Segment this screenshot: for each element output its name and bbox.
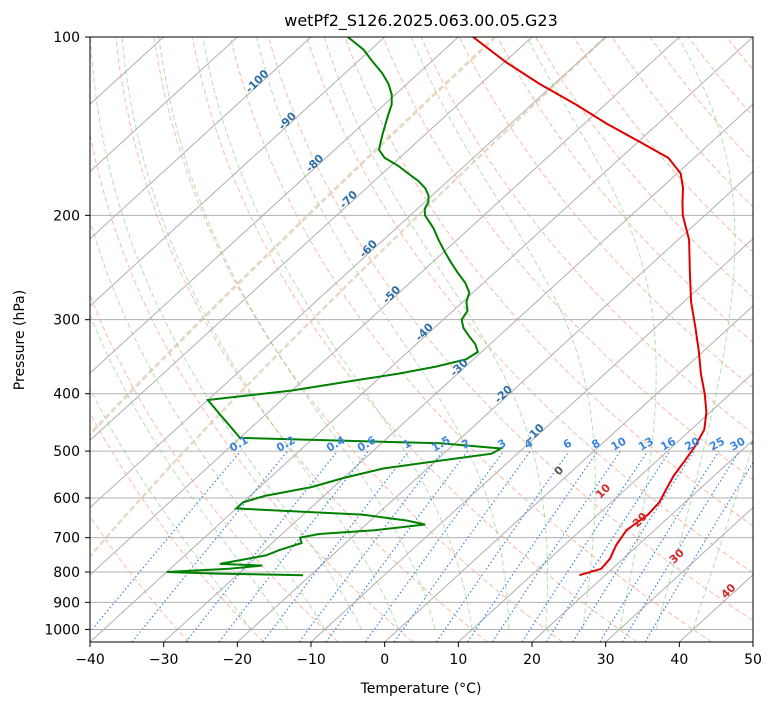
- y-tick-label: 200: [53, 208, 80, 224]
- mixing-ratio-line: [298, 450, 444, 642]
- moist-adiabat-line: [121, 37, 399, 630]
- mixing-ratio-line: [466, 450, 599, 642]
- mixing-ratio-line: [262, 450, 410, 642]
- moist-adiabat-line: [90, 37, 363, 630]
- mixing-ratio-line: [521, 450, 649, 642]
- mixing-ratio-label: 36: [748, 434, 768, 453]
- moist-adiabat-line: [90, 313, 289, 630]
- x-tick-label: 0: [380, 652, 389, 668]
- x-tick-label: −20: [223, 652, 253, 668]
- dry-adiabat-line: [382, 37, 753, 481]
- auxiliary-adiabat-line: [90, 37, 497, 437]
- isotherm-line: [90, 37, 680, 576]
- mixing-ratio-line: [435, 450, 570, 642]
- y-tick-label: 400: [53, 387, 80, 403]
- mixing-ratio-line: [621, 450, 740, 642]
- isotherm-line: [90, 37, 533, 442]
- x-tick-label: 20: [523, 652, 541, 668]
- mixing-ratio-line: [325, 450, 468, 642]
- y-tick-label: 600: [53, 491, 80, 507]
- moist-adiabat-line: [655, 37, 736, 630]
- isotherm-line: [90, 37, 459, 374]
- y-tick-label: 1000: [44, 622, 80, 638]
- x-tick-label: 40: [670, 652, 688, 668]
- y-tick-label: 300: [53, 313, 80, 329]
- mixing-ratio-line: [491, 450, 621, 642]
- isotherm-line: [531, 439, 753, 642]
- x-tick-label: 10: [449, 652, 467, 668]
- x-tick-label: −30: [149, 652, 179, 668]
- mixing-ratio-line: [572, 450, 695, 642]
- profile-lines: [166, 37, 708, 577]
- mixing-ratio-lines: [90, 450, 753, 642]
- mixing-ratio-line: [393, 450, 531, 642]
- moist-adiabat-line: [692, 443, 753, 630]
- dry-adiabat-line: [191, 37, 638, 642]
- dry-adiabat-line: [344, 37, 753, 527]
- moist-adiabat-line: [526, 37, 657, 630]
- isotherm-line: [90, 37, 386, 307]
- isotherm-line: [384, 305, 753, 642]
- mixing-ratio-line: [131, 450, 289, 642]
- isotherm-line: [236, 170, 753, 642]
- isotherm-line: [163, 103, 753, 642]
- dry-adiabat-line: [420, 37, 753, 435]
- dry-adiabat-line: [306, 37, 753, 574]
- plot-frame: [89, 36, 754, 643]
- isotherm-line: [90, 37, 238, 173]
- moist-adiabat-line: [256, 37, 510, 630]
- y-tick-label: 500: [53, 444, 80, 460]
- isotherm-line: [605, 506, 753, 642]
- x-axis: −40 −30 −20 −10 0 10 20 30 40 50: [75, 642, 762, 668]
- dry-adiabat-line: [90, 131, 414, 642]
- isotherm-line: [90, 37, 753, 642]
- y-tick-label: 800: [53, 565, 80, 581]
- moist-adiabat-line: [90, 218, 326, 630]
- dry-adiabat-line: [535, 37, 753, 298]
- auxiliary-adiabat-line: [90, 37, 607, 559]
- x-tick-label: 30: [597, 652, 615, 668]
- dry-adiabat-line: [229, 37, 712, 642]
- moist-adiabat-line: [323, 37, 548, 630]
- mixing-ratio-line: [364, 450, 505, 642]
- chart-title: wetPf2_S126.2025.063.00.05.G23: [284, 11, 558, 31]
- isotherm-line: [457, 372, 753, 642]
- isotherm-line: [90, 37, 607, 509]
- y-tick-label: 900: [53, 595, 80, 611]
- mixing-ratio-line: [185, 450, 339, 642]
- x-tick-label: −10: [296, 652, 326, 668]
- mixing-ratio-line: [545, 450, 671, 642]
- x-tick-label: −40: [75, 652, 105, 668]
- mixing-ratio-line: [90, 450, 242, 633]
- x-tick-label: 50: [744, 652, 762, 668]
- y-axis: 100 200 300 400 500 600 700 800 900 1000: [44, 30, 90, 638]
- dry-adiabat-line: [153, 37, 563, 642]
- plot-area: 0.10.20.40.611.52346810131620253036-100-…: [90, 37, 768, 642]
- dry-adiabat-line: [90, 412, 264, 642]
- pressure-gridlines: [90, 37, 753, 630]
- moist-adiabat-line: [411, 37, 596, 630]
- temperature-profile-line: [472, 37, 708, 577]
- moist-adiabat-lines: [90, 37, 753, 630]
- moist-adiabat-line: [158, 37, 436, 630]
- isotherm-line: [90, 37, 312, 240]
- dry-adiabat-line: [268, 37, 753, 622]
- y-tick-label: 100: [53, 30, 80, 46]
- dewpoint-profile-line: [166, 37, 505, 577]
- dry-adiabat-line: [496, 37, 753, 344]
- x-axis-label: Temperature (°C): [360, 681, 482, 697]
- moist-adiabat-line: [202, 37, 473, 630]
- moist-adiabat-line: [90, 387, 252, 630]
- dry-adiabat-line: [115, 37, 488, 642]
- y-tick-label: 700: [53, 531, 80, 547]
- y-axis-label: Pressure (hPa): [12, 290, 28, 390]
